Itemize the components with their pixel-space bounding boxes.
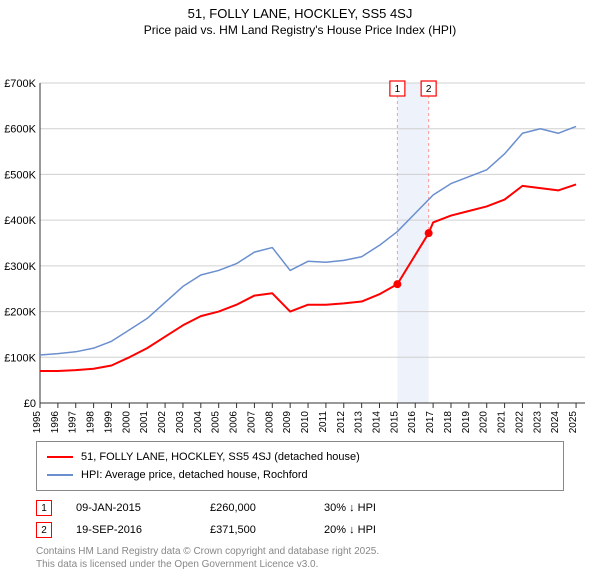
callout-delta: 30% ↓ HPI (324, 502, 376, 514)
svg-text:1997: 1997 (68, 411, 79, 434)
svg-text:£100K: £100K (4, 352, 36, 364)
svg-text:£400K: £400K (4, 215, 36, 227)
svg-text:2012: 2012 (336, 411, 347, 434)
legend-item: HPI: Average price, detached house, Roch… (47, 466, 553, 484)
svg-text:2025: 2025 (568, 411, 579, 434)
legend-label: 51, FOLLY LANE, HOCKLEY, SS5 4SJ (detach… (81, 451, 360, 463)
svg-text:2018: 2018 (443, 411, 454, 434)
svg-text:2024: 2024 (550, 411, 561, 434)
title-line2: Price paid vs. HM Land Registry's House … (0, 23, 600, 37)
svg-text:2004: 2004 (193, 411, 204, 434)
callout-marker: 2 (36, 522, 52, 538)
callout-date: 09-JAN-2015 (76, 502, 186, 514)
svg-text:2017: 2017 (425, 411, 436, 434)
footer-line1: Contains HM Land Registry data © Crown c… (36, 545, 564, 558)
svg-text:1996: 1996 (50, 411, 61, 434)
svg-text:2011: 2011 (318, 411, 329, 433)
svg-text:2008: 2008 (264, 411, 275, 434)
svg-text:2023: 2023 (532, 411, 543, 434)
svg-text:2000: 2000 (121, 411, 132, 434)
svg-text:£300K: £300K (4, 261, 36, 273)
svg-text:1: 1 (395, 84, 401, 95)
svg-text:2021: 2021 (497, 411, 508, 434)
svg-text:2: 2 (426, 84, 432, 95)
chart-area: £0 £100K £200K £300K £400K £500K £600K £700K 199… (0, 37, 600, 437)
svg-text:£700K: £700K (4, 78, 36, 90)
legend-swatch (47, 456, 73, 458)
svg-text:2022: 2022 (514, 411, 525, 434)
callout-row: 1 09-JAN-2015 £260,000 30% ↓ HPI (36, 497, 564, 519)
svg-text:2003: 2003 (175, 411, 186, 434)
svg-text:£0: £0 (24, 398, 36, 410)
svg-text:2007: 2007 (246, 411, 257, 434)
svg-text:2015: 2015 (389, 411, 400, 434)
svg-text:£200K: £200K (4, 307, 36, 319)
svg-text:1999: 1999 (103, 411, 114, 434)
svg-text:2019: 2019 (461, 411, 472, 434)
callout-delta: 20% ↓ HPI (324, 524, 376, 536)
callout-date: 19-SEP-2016 (76, 524, 186, 536)
svg-text:2005: 2005 (211, 411, 222, 434)
chart-titles: 51, FOLLY LANE, HOCKLEY, SS5 4SJ Price p… (0, 0, 600, 37)
chart-legend: 51, FOLLY LANE, HOCKLEY, SS5 4SJ (detach… (36, 441, 564, 491)
callout-price: £371,500 (210, 524, 300, 536)
svg-text:£500K: £500K (4, 169, 36, 181)
svg-text:2010: 2010 (300, 411, 311, 434)
svg-text:2016: 2016 (407, 411, 418, 434)
callout-marker: 1 (36, 500, 52, 516)
callout-price: £260,000 (210, 502, 300, 514)
svg-text:2020: 2020 (479, 411, 490, 434)
svg-text:2009: 2009 (282, 411, 293, 434)
svg-text:2014: 2014 (372, 411, 383, 434)
callout-row: 2 19-SEP-2016 £371,500 20% ↓ HPI (36, 519, 564, 541)
svg-text:1998: 1998 (86, 411, 97, 434)
line-chart: £0 £100K £200K £300K £400K £500K £600K £700K 199… (0, 37, 600, 437)
svg-text:2001: 2001 (139, 411, 150, 434)
title-line1: 51, FOLLY LANE, HOCKLEY, SS5 4SJ (0, 6, 600, 21)
svg-text:2006: 2006 (229, 411, 240, 434)
chart-footer: Contains HM Land Registry data © Crown c… (36, 545, 564, 571)
svg-text:£600K: £600K (4, 124, 36, 136)
legend-label: HPI: Average price, detached house, Roch… (81, 469, 308, 481)
legend-swatch (47, 474, 73, 476)
svg-text:1995: 1995 (32, 411, 43, 434)
svg-text:2013: 2013 (354, 411, 365, 434)
callout-table: 1 09-JAN-2015 £260,000 30% ↓ HPI 2 19-SE… (36, 497, 564, 541)
legend-item: 51, FOLLY LANE, HOCKLEY, SS5 4SJ (detach… (47, 448, 553, 466)
svg-text:2002: 2002 (157, 411, 168, 434)
